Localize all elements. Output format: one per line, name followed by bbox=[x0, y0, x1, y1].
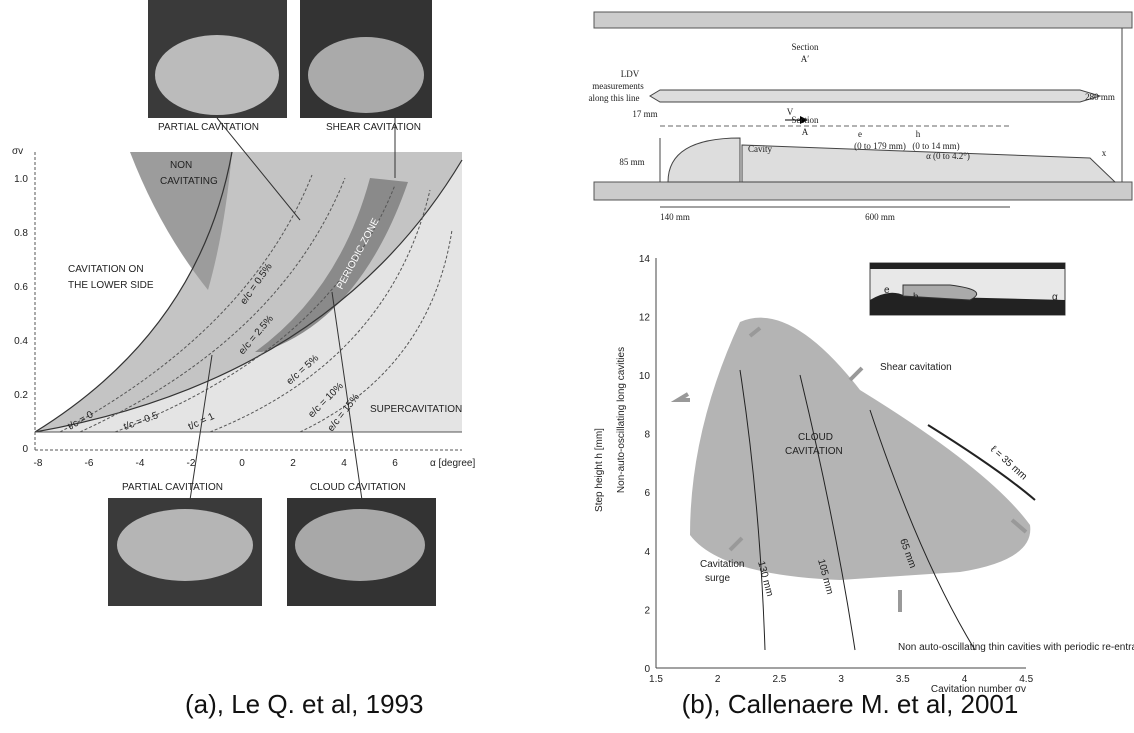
schematic-label: Section bbox=[792, 115, 819, 125]
regime-map bbox=[655, 258, 1066, 669]
chart-label: Non auto-oscillating thin cavities with … bbox=[898, 642, 1134, 653]
region-label: CAVITATING bbox=[160, 176, 218, 187]
schematic-label: 280 mm bbox=[1085, 92, 1115, 102]
chart-label: e bbox=[884, 285, 890, 296]
chart-label: h bbox=[913, 292, 919, 303]
schematic-label: h bbox=[916, 129, 921, 139]
x-tick-label: 4 bbox=[962, 674, 968, 685]
caption: (b), Callenaere M. et al, 2001 bbox=[682, 689, 1019, 719]
x-axis-label: α [degree] bbox=[430, 458, 475, 469]
schematic-label: Cavity bbox=[748, 144, 772, 154]
photos bbox=[108, 0, 436, 606]
y-tick-label: 0.4 bbox=[14, 336, 28, 347]
schematic-label: α (0 to 4.2°) bbox=[926, 151, 970, 161]
schematic-label: LDV bbox=[621, 69, 640, 79]
x-tick-label: 4 bbox=[341, 458, 347, 469]
photo-label: PARTIAL CAVITATION bbox=[122, 482, 223, 493]
chart-label: CLOUD bbox=[798, 432, 833, 443]
x-tick-label: 0 bbox=[239, 458, 245, 469]
schematic-label: (0 to 14 mm) bbox=[912, 141, 959, 151]
chart-label: surge bbox=[705, 573, 730, 584]
schematic-label: measurements bbox=[592, 81, 644, 91]
y-tick-label: 4 bbox=[644, 547, 650, 558]
x-tick-label: 2.5 bbox=[772, 674, 786, 685]
y-tick-label: 0 bbox=[22, 444, 28, 455]
y-tick-label: 0.6 bbox=[14, 282, 28, 293]
photo-label: CLOUD CAVITATION bbox=[310, 482, 406, 493]
x-tick-label: -8 bbox=[34, 458, 43, 469]
schematic-label: V bbox=[787, 107, 794, 117]
chart-label: α bbox=[1052, 292, 1058, 303]
x-tick-label: -2 bbox=[187, 458, 196, 469]
y-tick-label: 8 bbox=[644, 430, 650, 441]
phase-diagram bbox=[34, 117, 463, 501]
schematic-label: 140 mm bbox=[660, 212, 690, 222]
schematic-label: x bbox=[1102, 148, 1107, 158]
chart-label: ℓ = 35 mm bbox=[988, 444, 1029, 482]
region-label: NON bbox=[170, 160, 192, 171]
x-tick-label: 1.5 bbox=[649, 674, 663, 685]
schematic-label: along this line bbox=[589, 93, 640, 103]
x-tick-label: 2 bbox=[290, 458, 296, 469]
y-tick-label: 0.8 bbox=[14, 228, 28, 239]
schematic-label: e bbox=[858, 129, 862, 139]
y-tick-label: 1.0 bbox=[14, 174, 28, 185]
x-tick-label: 6 bbox=[392, 458, 398, 469]
x-tick-label: 3 bbox=[838, 674, 844, 685]
y-tick-label: 12 bbox=[639, 312, 651, 323]
y-tick-label: 6 bbox=[644, 488, 650, 499]
y-tick-label: 0 bbox=[644, 664, 650, 675]
chart-label: Shear cavitation bbox=[880, 362, 952, 373]
schematic bbox=[593, 11, 1133, 208]
x-axis-label: Cavitation number σv bbox=[931, 684, 1026, 695]
x-tick-label: -6 bbox=[85, 458, 94, 469]
schematic-label: 600 mm bbox=[865, 212, 895, 222]
y-tick-label: 14 bbox=[639, 254, 651, 265]
y-tick-label: 0.2 bbox=[14, 390, 28, 401]
schematic-label: 85 mm bbox=[619, 157, 644, 167]
chart-label: CAVITATION bbox=[785, 446, 843, 457]
caption: (a), Le Q. et al, 1993 bbox=[185, 689, 423, 719]
y-axis-label: Step height h [mm] bbox=[594, 428, 605, 512]
x-tick-label: 3.5 bbox=[896, 674, 910, 685]
schematic-label: Section bbox=[792, 42, 819, 52]
schematic-label: (0 to 179 mm) bbox=[854, 141, 906, 151]
x-tick-label: -4 bbox=[136, 458, 145, 469]
schematic-label: A′ bbox=[801, 54, 809, 64]
photo-label: PARTIAL CAVITATION bbox=[158, 122, 259, 133]
y-tick-label: 2 bbox=[644, 605, 650, 616]
y-axis-note: Non-auto-oscillating long cavities bbox=[616, 347, 627, 493]
region-label: CAVITATION ON bbox=[68, 264, 144, 275]
region-label: THE LOWER SIDE bbox=[68, 280, 154, 291]
chart-label: Cavitation bbox=[700, 559, 744, 570]
schematic-label: A bbox=[802, 127, 809, 137]
schematic-label: 17 mm bbox=[632, 109, 657, 119]
y-tick-label: 10 bbox=[639, 371, 651, 382]
x-tick-label: 4.5 bbox=[1019, 674, 1033, 685]
region-label: SUPERCAVITATION bbox=[370, 404, 462, 415]
x-tick-label: 2 bbox=[715, 674, 721, 685]
photo-label: SHEAR CAVITATION bbox=[326, 122, 421, 133]
y-axis-label: σv bbox=[12, 146, 23, 157]
